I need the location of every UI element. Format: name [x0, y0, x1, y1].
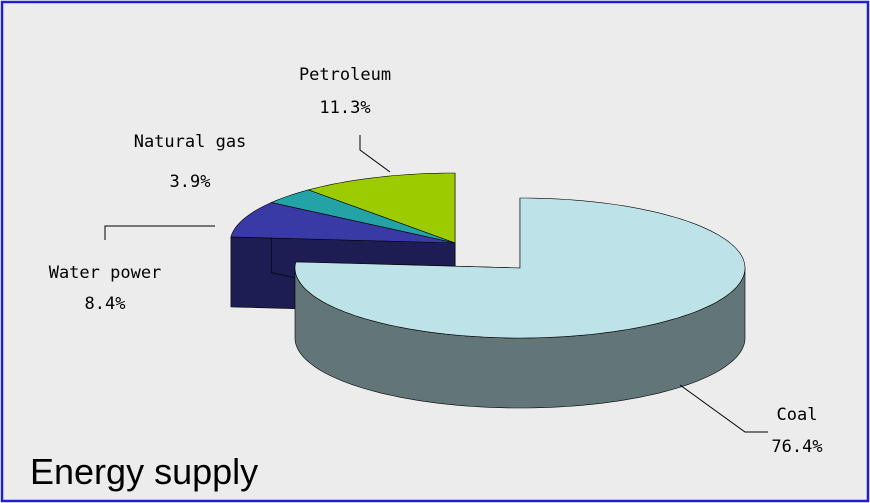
- leader-line: [104, 225, 215, 240]
- leader-line: [679, 384, 768, 433]
- leader-line: [359, 135, 391, 173]
- slice-value-label: 8.4%: [85, 294, 126, 314]
- slice: [307, 172, 456, 244]
- slice: [294, 197, 746, 339]
- slice-value-label: 11.3%: [319, 98, 370, 118]
- chart-title: Energy supply: [30, 451, 258, 492]
- slice-value-label: 3.9%: [170, 172, 211, 192]
- slice: [230, 202, 456, 244]
- slice-label: Petroleum: [299, 65, 391, 85]
- slice-label: Natural gas: [134, 132, 247, 152]
- slice: [270, 189, 456, 244]
- slice-label: Water power: [49, 263, 162, 283]
- slice-label: Coal: [777, 405, 818, 425]
- pie: [230, 172, 746, 409]
- slice-value-label: 76.4%: [771, 437, 822, 457]
